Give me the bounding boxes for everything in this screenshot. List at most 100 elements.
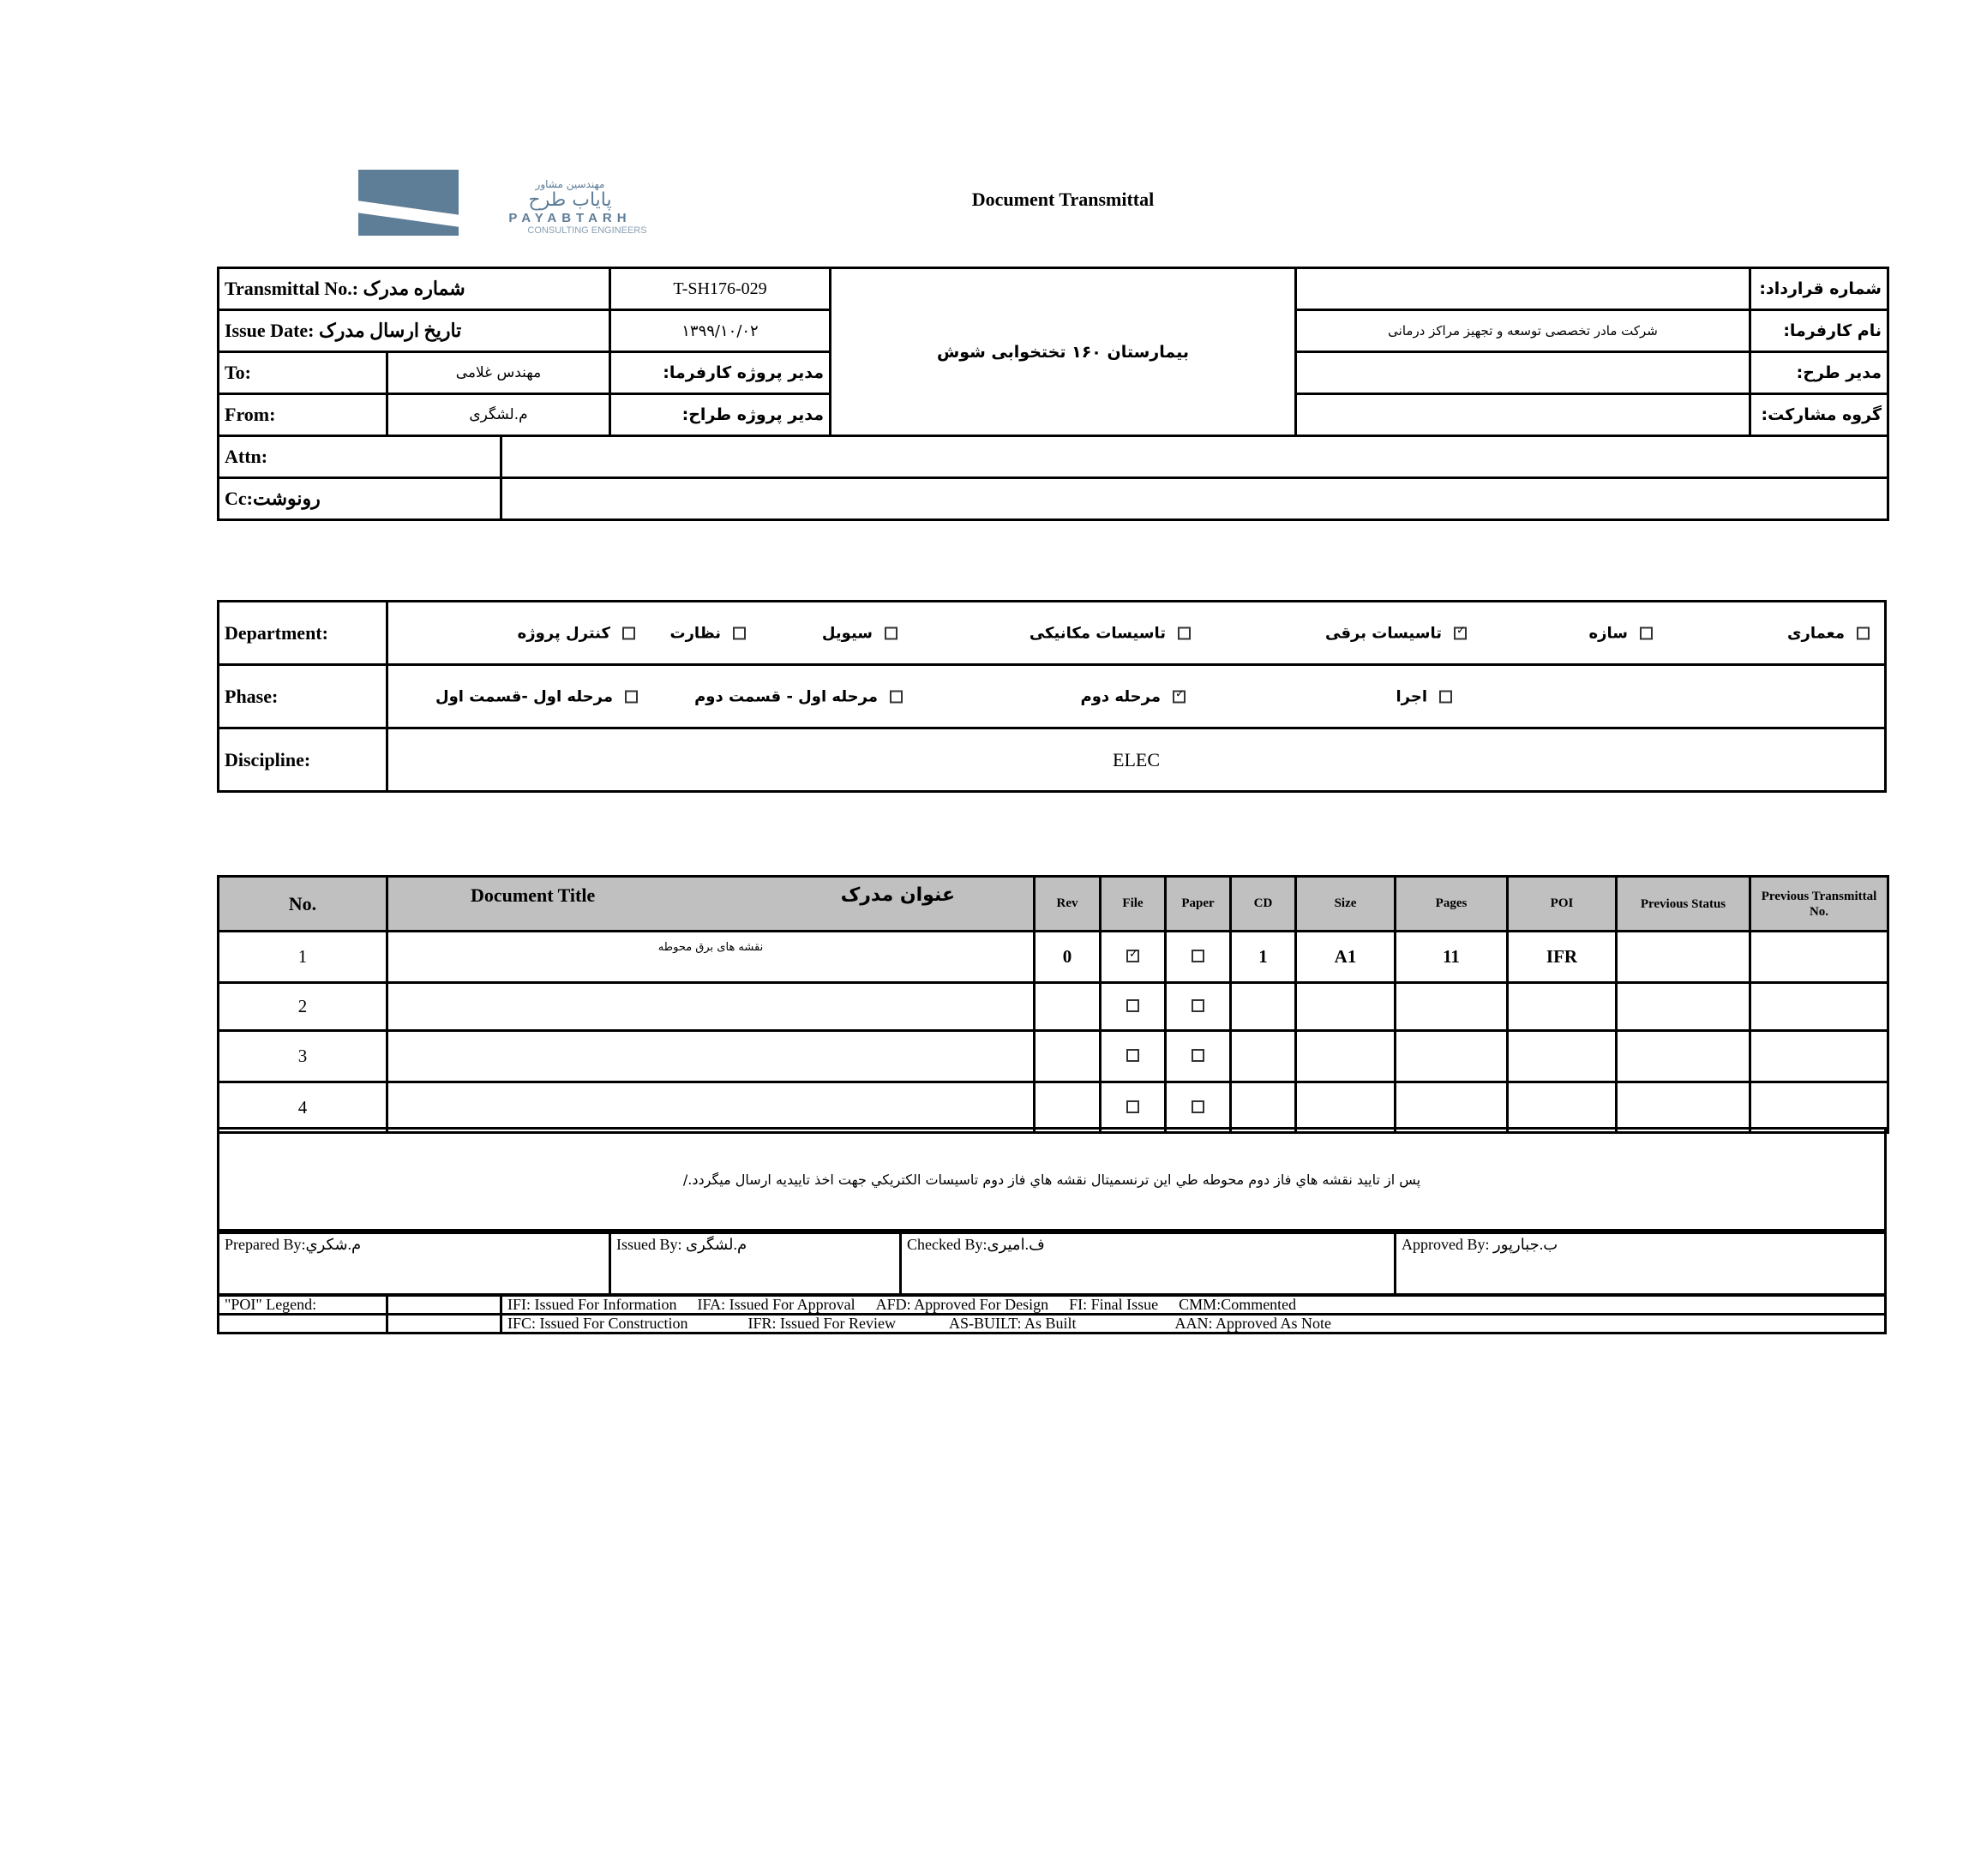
checkbox-icon[interactable] bbox=[1640, 626, 1653, 639]
cc-value bbox=[500, 476, 1889, 521]
transmittal-note: پس از تایید نقشه هاي فاز دوم محوطه طي اي… bbox=[217, 1127, 1887, 1232]
checkbox-icon[interactable] bbox=[1126, 947, 1139, 962]
cell-size bbox=[1294, 1081, 1396, 1134]
checkbox-icon[interactable] bbox=[625, 690, 638, 703]
checkbox-icon[interactable] bbox=[890, 690, 903, 703]
department-option[interactable]: تاسیسات برقی bbox=[1325, 624, 1467, 642]
client-pm-label: مدیر پروژه کارفرما: bbox=[609, 351, 831, 395]
col-title: Document Title عنوان مدرک bbox=[386, 875, 1036, 932]
col-paper: Paper bbox=[1164, 875, 1232, 932]
checkbox-icon[interactable] bbox=[1439, 690, 1452, 703]
department-option[interactable]: تاسیسات مکانیکی bbox=[1030, 624, 1191, 642]
issue-date-value: ۱۳۹۹/۱۰/۰۲ bbox=[609, 309, 831, 353]
partnership-value bbox=[1294, 393, 1751, 437]
cell-previous-status bbox=[1615, 1029, 1751, 1083]
col-no: No. bbox=[217, 875, 388, 932]
cell-paper[interactable] bbox=[1164, 981, 1232, 1032]
checkbox-icon[interactable] bbox=[1126, 999, 1139, 1012]
discipline-label: Discipline: bbox=[217, 727, 388, 793]
cell-cd: 1 bbox=[1229, 930, 1297, 984]
col-cd: CD bbox=[1229, 875, 1297, 932]
from-label: From: bbox=[217, 393, 388, 437]
cell-file[interactable] bbox=[1099, 930, 1167, 984]
cell-title bbox=[386, 1081, 1036, 1134]
col-title-en: Document Title bbox=[471, 884, 596, 906]
option-label: تاسیسات مکانیکی bbox=[1029, 624, 1166, 642]
cell-file[interactable] bbox=[1099, 981, 1167, 1032]
col-poi: POI bbox=[1506, 875, 1618, 932]
checkbox-icon[interactable] bbox=[1192, 1100, 1204, 1113]
legend-spacer bbox=[386, 1294, 502, 1316]
cell-paper[interactable] bbox=[1164, 1029, 1232, 1083]
department-option[interactable]: نظارت bbox=[669, 624, 746, 642]
legend-row-1: IFI: Issued For Information IFA: Issued F… bbox=[500, 1294, 1887, 1316]
cell-pages bbox=[1394, 981, 1509, 1032]
phase-option[interactable]: مرحله اول -قسمت اول bbox=[435, 687, 638, 705]
cell-file[interactable] bbox=[1099, 1081, 1167, 1134]
phase-options: اجرا مرحله دوم مرحله اول - قسمت دوم مرحل… bbox=[386, 663, 1887, 729]
transmittal-no-label: Transmittal No.: شماره مدرک bbox=[217, 267, 611, 311]
company-logo-text: مهندسین مشاور پایاب طرح PAYABTARH CONSUL… bbox=[467, 178, 673, 236]
document-title: Document Transmittal bbox=[971, 189, 1155, 210]
prepared-by: Prepared By:م.شكري bbox=[217, 1232, 611, 1296]
table-row: 2 bbox=[217, 981, 1889, 1032]
checkbox-icon[interactable] bbox=[1126, 1049, 1139, 1062]
table-row: 3 bbox=[217, 1029, 1889, 1083]
option-label: اجرا bbox=[1396, 687, 1427, 705]
cell-previous-transmittal bbox=[1749, 1081, 1889, 1134]
classification-table: Department: معماری سازه تاسیسات برقی تاس… bbox=[217, 600, 1887, 793]
cell-paper[interactable] bbox=[1164, 1081, 1232, 1134]
checkbox-icon[interactable] bbox=[1454, 624, 1467, 639]
logo-subtitle-fa: مهندسین مشاور bbox=[535, 178, 605, 190]
phase-option[interactable]: مرحله اول - قسمت دوم bbox=[694, 687, 903, 705]
legend-item: IFA: Issued For Approval bbox=[697, 1296, 855, 1313]
checkbox-icon[interactable] bbox=[622, 626, 635, 639]
phase-option[interactable]: مرحله دوم bbox=[1081, 687, 1186, 705]
legend-item: FI: Final Issue bbox=[1069, 1296, 1159, 1313]
to-value: مهندس غلامی bbox=[386, 351, 611, 395]
legend-spacer bbox=[217, 1313, 388, 1334]
legend-item: IFI: Issued For Information bbox=[507, 1296, 677, 1313]
discipline-value: ELEC bbox=[386, 727, 1887, 793]
signatures-table: Prepared By:م.شكري Issued By: م.لشگری Ch… bbox=[217, 1232, 1887, 1296]
logo-name-en: PAYABTARH bbox=[508, 211, 632, 225]
option-label: مرحله اول -قسمت اول bbox=[435, 687, 613, 705]
table-header-row: No. Document Title عنوان مدرک Rev File P… bbox=[217, 875, 1889, 932]
checkbox-icon[interactable] bbox=[1126, 1100, 1139, 1113]
issue-date-label: Issue Date: تاریخ ارسال مدرک bbox=[217, 309, 611, 353]
checkbox-icon[interactable] bbox=[1178, 626, 1191, 639]
cell-previous-status bbox=[1615, 1081, 1751, 1134]
cell-file[interactable] bbox=[1099, 1029, 1167, 1083]
phase-option[interactable]: اجرا bbox=[1396, 687, 1452, 705]
option-label: سیویل bbox=[821, 624, 873, 642]
attn-value bbox=[500, 435, 1889, 479]
logo-name-fa: پایاب طرح bbox=[528, 189, 612, 211]
to-label: To: bbox=[217, 351, 388, 395]
cell-paper[interactable] bbox=[1164, 930, 1232, 984]
checked-by: Checked By:ف.امیری bbox=[899, 1232, 1396, 1296]
checkbox-icon[interactable] bbox=[1192, 950, 1204, 962]
header-table: Transmittal No.: شماره مدرک T-SH176-029 … bbox=[217, 267, 1889, 521]
designer-pm-label: مدیر پروژه طراح: bbox=[609, 393, 831, 437]
legend-item: CMM:Commented bbox=[1179, 1296, 1297, 1313]
checkbox-icon[interactable] bbox=[1192, 1049, 1204, 1062]
option-label: تاسیسات برقی bbox=[1325, 624, 1442, 642]
department-option[interactable]: سازه bbox=[1589, 624, 1653, 642]
cell-no: 1 bbox=[217, 930, 388, 984]
checkbox-icon[interactable] bbox=[733, 626, 746, 639]
checkbox-icon[interactable] bbox=[1192, 999, 1204, 1012]
contract-no-label: شماره قرارداد: bbox=[1749, 267, 1889, 311]
client-name-value: شرکت مادر تخصصی توسعه و تجهیز مراکز درما… bbox=[1294, 309, 1751, 353]
legend-item: IFC: Issued For Construction bbox=[507, 1315, 688, 1332]
department-option[interactable]: سیویل bbox=[822, 624, 897, 642]
cell-pages bbox=[1394, 1029, 1509, 1083]
checkbox-icon[interactable] bbox=[885, 626, 897, 639]
department-option[interactable]: کنترل پروژه bbox=[518, 624, 635, 642]
department-label: Department: bbox=[217, 600, 388, 666]
checkbox-icon[interactable] bbox=[1857, 626, 1870, 639]
department-option[interactable]: معماری bbox=[1787, 624, 1870, 642]
col-previous-transmittal: Previous Transmittal No. bbox=[1749, 875, 1889, 932]
checkbox-icon[interactable] bbox=[1173, 687, 1186, 703]
company-logo bbox=[358, 170, 459, 236]
option-label: مرحله دوم bbox=[1080, 687, 1161, 705]
